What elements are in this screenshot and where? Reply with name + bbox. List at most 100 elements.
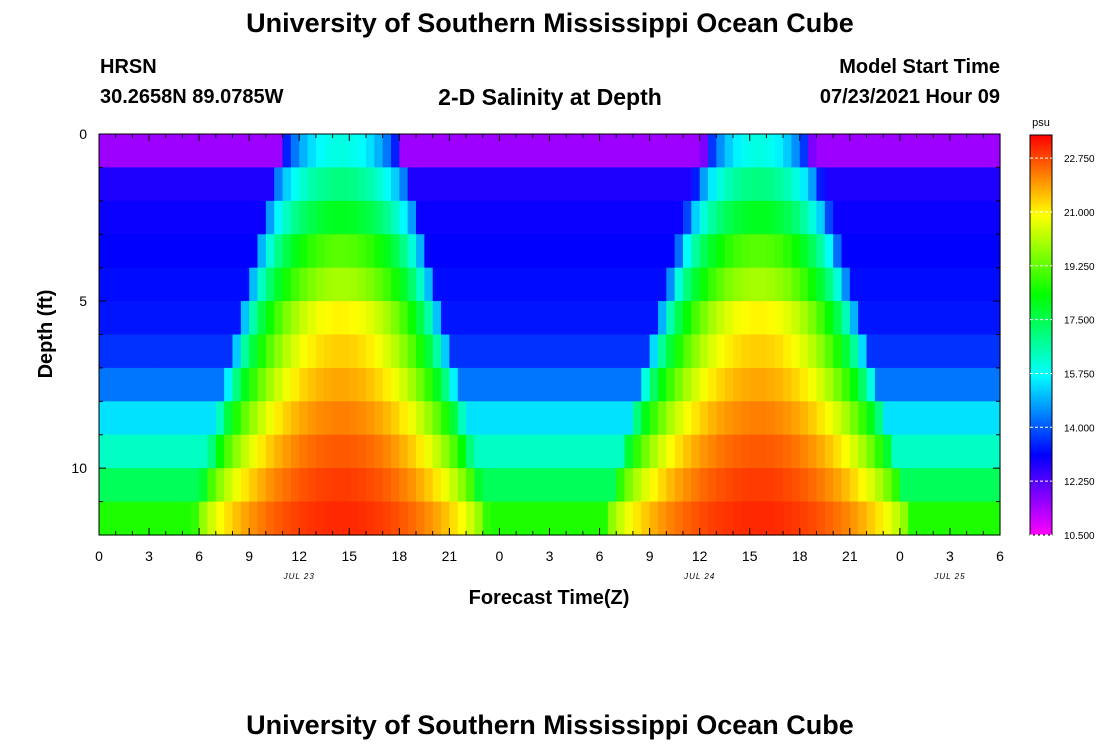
heatmap-cell [808,434,818,469]
heatmap-cell [899,367,909,402]
heatmap-cell [215,401,225,436]
heatmap-cell [966,434,976,469]
heatmap-cell [541,167,551,202]
heatmap-cell [549,468,559,503]
heatmap-cell [307,267,317,302]
heatmap-cell [140,167,150,202]
heatmap-cell [783,267,793,302]
heatmap-cell [883,134,893,169]
heatmap-cell [708,468,717,503]
heatmap-cell [891,367,901,402]
heatmap-cell [491,267,501,302]
heatmap-cell [157,167,167,202]
heatmap-cell [299,334,309,369]
heatmap-cell [249,267,259,302]
heatmap-cell [224,434,234,469]
heatmap-cell [207,334,217,369]
heatmap-cell [791,334,801,369]
heatmap-cell [132,200,142,235]
heatmap-cell [407,468,417,503]
heatmap-cell [140,501,150,536]
heatmap-cell [165,234,175,269]
heatmap-cell [657,401,667,436]
heatmap-cell [883,434,893,469]
heatmap-cell [749,434,759,469]
heatmap-cell [282,301,292,336]
heatmap-cell [991,200,1001,235]
heatmap-cell [733,301,742,336]
heatmap-cell [107,301,117,336]
heatmap-cell [858,367,868,402]
heatmap-cell [574,401,584,436]
heatmap-cell [724,434,734,469]
heatmap-cell [174,134,184,169]
heatmap-cell [941,234,951,269]
heatmap-cell [966,267,976,302]
heatmap-cell [182,367,192,402]
heatmap-cell [399,334,409,369]
heatmap-cell [666,267,676,302]
x-tick-label: 6 [596,548,604,564]
heatmap-cell [432,334,442,369]
heatmap-cell [983,334,993,369]
heatmap-cell [983,301,993,336]
heatmap-cell [232,334,242,369]
heatmap-cell [899,401,909,436]
heatmap-cell [332,167,342,202]
heatmap-cell [399,200,409,235]
heatmap-cell [758,501,767,536]
heatmap-cell [582,401,592,436]
heatmap-cell [808,501,818,536]
heatmap-cell [791,468,801,503]
heatmap-cell [774,134,784,169]
heatmap-cell [816,334,826,369]
heatmap-cell [949,334,959,369]
heatmap-cell [507,434,517,469]
heatmap-cell [207,267,217,302]
heatmap-cell [365,367,375,402]
heatmap-cell [808,200,818,235]
heatmap-cell [557,434,567,469]
heatmap-cell [557,334,567,369]
heatmap-cell [265,167,275,202]
heatmap-cell [199,267,209,302]
heatmap-cell [390,468,400,503]
heatmap-cell [607,134,617,169]
heatmap-cell [265,334,275,369]
heatmap-cell [691,334,701,369]
heatmap-cell [908,334,918,369]
heatmap-cell [174,334,184,369]
heatmap-cell [557,301,567,336]
heatmap-cell [716,200,726,235]
heatmap-cell [824,367,834,402]
heatmap-cell [774,301,784,336]
heatmap-cell [507,134,517,169]
heatmap-cell [699,434,709,469]
heatmap-cell [290,134,300,169]
heatmap-cell [824,234,834,269]
heatmap-cell [382,234,392,269]
heatmap-cell [174,501,184,536]
heatmap-cell [124,134,133,169]
heatmap-cell [591,234,601,269]
heatmap-cell [232,434,242,469]
heatmap-cell [808,468,818,503]
heatmap-cell [524,501,534,536]
heatmap-cell [791,367,801,402]
heatmap-cell [124,334,133,369]
heatmap-cell [374,501,384,536]
heatmap-cell [499,200,509,235]
heatmap-cell [808,267,818,302]
heatmap-cell [115,468,125,503]
heatmap-cell [724,234,734,269]
heatmap-cell [382,334,392,369]
heatmap-cell [357,134,367,169]
heatmap-cell [816,234,826,269]
heatmap-cell [524,468,534,503]
heatmap-cell [758,367,767,402]
heatmap-cell [591,301,601,336]
heatmap-cell [315,267,325,302]
heatmap-cell [858,468,868,503]
heatmap-cell [908,167,918,202]
colorbar-scale [1029,134,1053,536]
